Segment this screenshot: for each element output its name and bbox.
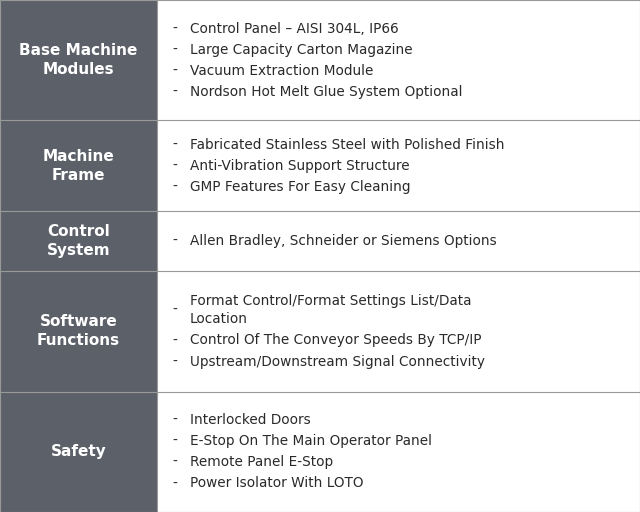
Text: Nordson Hot Melt Glue System Optional: Nordson Hot Melt Glue System Optional — [190, 85, 463, 99]
Bar — [157, 271, 640, 392]
Text: Remote Panel E-Stop: Remote Panel E-Stop — [190, 455, 333, 470]
Bar — [0, 271, 157, 392]
Text: Allen Bradley, Schneider or Siemens Options: Allen Bradley, Schneider or Siemens Opti… — [190, 234, 497, 248]
Text: Base Machine
Modules: Base Machine Modules — [19, 43, 138, 77]
Text: Control Of The Conveyor Speeds By TCP/IP: Control Of The Conveyor Speeds By TCP/IP — [190, 333, 481, 348]
Text: Location: Location — [190, 312, 248, 326]
Text: Software
Functions: Software Functions — [37, 314, 120, 348]
Text: Interlocked Doors: Interlocked Doors — [190, 413, 311, 427]
Text: -: - — [172, 85, 177, 99]
Bar — [0, 120, 157, 211]
Text: Control Panel – AISI 304L, IP66: Control Panel – AISI 304L, IP66 — [190, 22, 399, 35]
Bar — [157, 120, 640, 211]
Text: Fabricated Stainless Steel with Polished Finish: Fabricated Stainless Steel with Polished… — [190, 138, 504, 152]
Bar — [0, 211, 157, 271]
Text: -: - — [172, 159, 177, 173]
Text: GMP Features For Easy Cleaning: GMP Features For Easy Cleaning — [190, 180, 411, 194]
Text: -: - — [172, 234, 177, 248]
Text: -: - — [172, 355, 177, 369]
Text: -: - — [172, 477, 177, 490]
Text: -: - — [172, 42, 177, 57]
Text: E-Stop On The Main Operator Panel: E-Stop On The Main Operator Panel — [190, 434, 432, 448]
Bar — [0, 0, 157, 120]
Text: Anti-Vibration Support Structure: Anti-Vibration Support Structure — [190, 159, 410, 173]
Text: -: - — [172, 434, 177, 448]
Text: -: - — [172, 22, 177, 35]
Bar — [157, 392, 640, 512]
Text: -: - — [172, 455, 177, 470]
Text: Control
System: Control System — [47, 224, 110, 258]
Text: Power Isolator With LOTO: Power Isolator With LOTO — [190, 477, 364, 490]
Text: -: - — [172, 303, 177, 317]
Text: Upstream/Downstream Signal Connectivity: Upstream/Downstream Signal Connectivity — [190, 355, 485, 369]
Text: -: - — [172, 180, 177, 194]
Text: Large Capacity Carton Magazine: Large Capacity Carton Magazine — [190, 42, 413, 57]
Text: Format Control/Format Settings List/Data: Format Control/Format Settings List/Data — [190, 294, 472, 308]
Text: Safety: Safety — [51, 444, 106, 459]
Bar — [0, 392, 157, 512]
Text: -: - — [172, 64, 177, 78]
Text: -: - — [172, 413, 177, 427]
Text: Machine
Frame: Machine Frame — [42, 148, 115, 183]
Bar — [157, 211, 640, 271]
Text: -: - — [172, 138, 177, 152]
Text: Vacuum Extraction Module: Vacuum Extraction Module — [190, 64, 374, 78]
Text: -: - — [172, 333, 177, 348]
Bar — [157, 0, 640, 120]
